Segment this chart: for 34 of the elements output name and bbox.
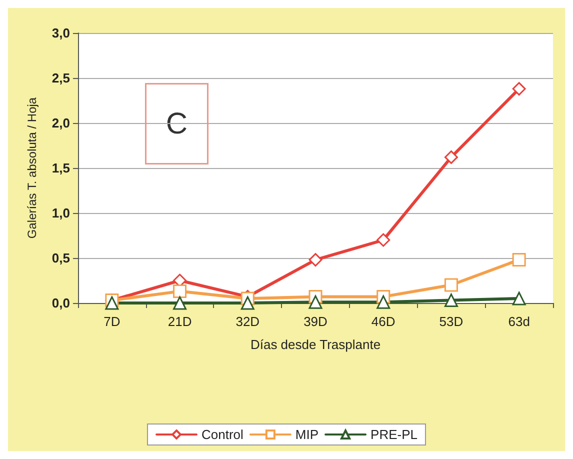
y-tick-label: 0,0 <box>52 296 70 310</box>
point <box>444 294 458 308</box>
y-tick-label: 2,0 <box>52 116 70 130</box>
x-tick-label: 63d <box>508 314 530 329</box>
point <box>173 284 187 298</box>
y-tick-label: 1,0 <box>52 206 70 220</box>
x-axis-title: Días desde Trasplante <box>250 337 381 352</box>
point <box>240 296 254 310</box>
legend-label: PRE-PL <box>370 427 418 442</box>
y-axis-title: Galerías T. absoluta / Hoja <box>25 97 39 239</box>
y-tick-label: 0,5 <box>52 250 70 266</box>
point <box>376 233 390 247</box>
legend-label: MIP <box>295 427 319 442</box>
legend-label: Control <box>202 427 244 442</box>
point <box>105 296 119 310</box>
x-tick-label: 32D <box>236 314 260 329</box>
y-tick-label: 1,5 <box>52 160 70 176</box>
x-tick-label: 39D <box>304 314 328 329</box>
point <box>444 150 458 164</box>
x-tick-label: 21D <box>168 314 192 329</box>
point <box>308 253 322 267</box>
point <box>512 82 526 96</box>
point <box>173 296 187 310</box>
x-tick-label: 53D <box>439 314 464 329</box>
y-tick-label: 2,5 <box>52 70 70 86</box>
x-tick-label: 46D <box>371 314 396 329</box>
point <box>512 253 526 267</box>
annotation: C <box>166 107 188 140</box>
point <box>512 292 526 306</box>
x-tick-label: 7D <box>104 314 120 329</box>
y-tick-label: 3,0 <box>52 26 70 40</box>
point <box>376 295 390 309</box>
point <box>444 278 458 292</box>
point <box>308 295 322 309</box>
